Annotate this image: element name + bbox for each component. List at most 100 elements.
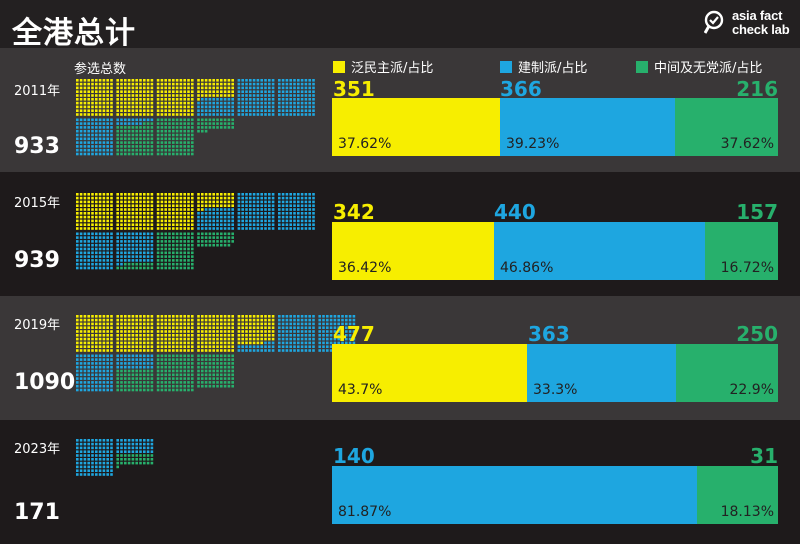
candidate-dot (187, 259, 190, 262)
candidate-dot (160, 196, 164, 200)
candidate-dot (312, 315, 315, 318)
candidate-dot (76, 454, 79, 457)
candidate-dot (187, 204, 190, 207)
candidate-dot (168, 105, 171, 109)
candidate-dot (175, 388, 179, 392)
candidate-dot (98, 255, 102, 258)
candidate-dot (172, 82, 175, 86)
candidate-dot (164, 362, 167, 365)
candidate-dot (120, 193, 123, 196)
candidate-dot (172, 240, 175, 243)
candidate-dot (168, 262, 171, 266)
candidate-dot (322, 318, 325, 322)
candidate-dot (102, 133, 106, 137)
candidate-dot (201, 200, 204, 204)
candidate-dot (83, 141, 87, 144)
candidate-dot (220, 318, 223, 322)
candidate-dot (268, 94, 271, 97)
candidate-dot (156, 126, 160, 129)
candidate-dot (127, 129, 131, 133)
candidate-dot (116, 373, 119, 377)
candidate-dot (212, 90, 215, 93)
candidate-dot (135, 200, 138, 204)
candidate-dot (146, 129, 150, 133)
pct-label: 46.86% (500, 260, 554, 276)
candidate-dot (120, 133, 123, 137)
candidate-dot (91, 129, 94, 133)
candidate-dot (197, 341, 200, 345)
candidate-dot (131, 266, 135, 270)
candidate-dot (150, 450, 154, 453)
candidate-dot (87, 473, 90, 476)
total-count: 171 (14, 500, 60, 525)
candidate-dot (231, 94, 234, 97)
candidate-dot (135, 212, 138, 215)
candidate-dot (285, 200, 289, 204)
candidate-dot (281, 326, 285, 329)
candidate-dot (87, 337, 90, 341)
candidate-dot (87, 349, 90, 352)
candidate-dot (116, 345, 119, 348)
pct-label: 39.23% (506, 136, 560, 152)
candidate-dot (183, 98, 186, 101)
candidate-dot (208, 384, 212, 388)
candidate-dot (124, 94, 127, 97)
candidate-dot (120, 196, 123, 200)
candidate-dot (83, 326, 87, 329)
candidate-dot (110, 105, 113, 109)
candidate-dot (175, 345, 179, 348)
year-label: 2015年 (14, 196, 61, 211)
candidate-dot (264, 204, 267, 207)
candidate-dot (241, 349, 244, 352)
candidate-dot (281, 101, 285, 105)
candidate-dot (278, 330, 281, 333)
candidate-dot (83, 223, 87, 226)
candidate-dot (135, 196, 138, 200)
candidate-dot (164, 133, 167, 137)
candidate-dot (289, 212, 292, 215)
candidate-dot (156, 362, 160, 365)
candidate-dot (124, 458, 127, 461)
candidate-dot (204, 373, 208, 377)
candidate-dot (179, 79, 183, 82)
candidate-dot (352, 330, 356, 333)
candidate-dot (160, 227, 164, 230)
candidate-dot (120, 369, 123, 373)
candidate-dot (300, 79, 304, 82)
candidate-dot (156, 212, 160, 215)
candidate-dot (146, 82, 150, 86)
candidate-dot (252, 334, 256, 337)
candidate-dot (91, 208, 94, 211)
candidate-dot (110, 215, 113, 219)
candidate-dot (76, 200, 79, 204)
candidate-dot (179, 193, 183, 196)
candidate-dot (172, 90, 175, 93)
candidate-dot (143, 122, 146, 125)
candidate-dot (245, 94, 248, 97)
candidate-dot (212, 337, 215, 341)
candidate-dot (79, 208, 83, 211)
candidate-dot (139, 129, 142, 133)
candidate-dot (241, 200, 244, 204)
candidate-dot (127, 90, 131, 93)
candidate-dot (172, 315, 175, 318)
candidate-dot (110, 98, 113, 101)
candidate-dot (98, 148, 102, 152)
candidate-dot (183, 109, 186, 112)
candidate-dot (83, 219, 87, 223)
candidate-dot (183, 126, 186, 129)
candidate-dot (241, 193, 244, 196)
candidate-dot (156, 223, 160, 226)
candidate-dot (120, 240, 123, 243)
candidate-dot (304, 86, 308, 90)
candidate-dot (146, 326, 150, 329)
candidate-dot (212, 200, 215, 204)
candidate-dot (201, 236, 204, 239)
candidate-dot (297, 212, 300, 215)
candidate-dot (345, 334, 348, 337)
candidate-dot (216, 113, 219, 116)
candidate-dot (256, 341, 260, 345)
candidate-dot (168, 255, 171, 258)
candidate-dot (135, 152, 138, 156)
candidate-dot (191, 232, 194, 236)
